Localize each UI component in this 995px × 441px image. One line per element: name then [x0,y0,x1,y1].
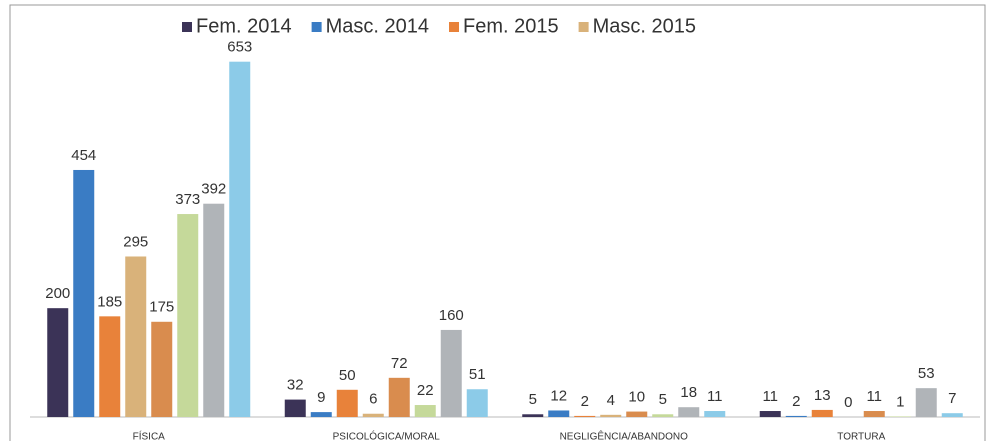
data-label: 1 [896,393,904,410]
bar [863,411,885,417]
data-label: 6 [369,391,377,408]
legend-swatch [578,22,589,32]
bar [785,415,807,417]
data-label: 653 [227,39,252,56]
legend-label: Fem. 2014 [196,15,292,37]
data-label: 50 [339,367,356,384]
data-label: 200 [45,285,70,302]
legend-label: Masc. 2014 [326,15,429,37]
bar [362,413,384,417]
legend-swatch [182,22,192,32]
data-label: 9 [317,389,325,406]
bar [99,316,121,417]
data-label: 13 [814,387,831,404]
bar [440,329,462,417]
bar [73,169,95,417]
data-label: 11 [866,388,882,405]
data-label: 392 [201,181,226,198]
bar [414,405,436,417]
x-tick-label: FÍSICA [133,430,166,441]
data-label: 185 [97,293,122,310]
data-label: 32 [287,377,304,394]
bar [284,399,306,417]
data-label: 2 [792,393,800,410]
data-label: 10 [628,389,645,406]
bar [915,388,937,417]
legend-label: Fem. 2015 [463,15,559,37]
data-label: 7 [948,390,956,407]
data-label: 22 [417,382,434,399]
data-label: 12 [550,387,567,404]
data-label: 72 [391,355,408,372]
bar [759,411,781,417]
data-label: 5 [529,391,537,408]
bar [574,415,596,417]
bar [177,214,199,417]
legend-swatch [449,22,459,32]
bar [811,409,833,417]
data-label: 4 [607,392,615,409]
data-label: 175 [149,299,174,316]
bar [600,414,622,417]
data-label: 0 [844,394,852,411]
bar [548,410,570,417]
bar [626,411,648,417]
data-label: 11 [707,388,723,405]
x-tick-label: TORTURA [837,432,885,441]
chart-frame [9,4,986,441]
legend-label: Masc. 2015 [593,15,696,37]
bar [466,389,488,417]
data-label: 160 [439,307,464,324]
data-label: 5 [659,391,667,408]
bar [522,414,544,417]
bar [388,377,410,417]
x-tick-label: PSICOLÓGICA/MORAL [333,430,441,441]
data-label: 2 [581,393,589,410]
bar [336,389,358,417]
bar [151,321,173,417]
bar [652,414,674,417]
data-label: 11 [762,388,778,405]
data-label: 18 [680,384,697,401]
bar [229,61,251,418]
data-label: 295 [123,233,148,250]
data-label: 53 [918,365,935,382]
data-label: 454 [71,147,96,164]
bar [889,416,911,417]
x-tick-label: NEGLIGÊNCIA/ABANDONO [560,430,689,441]
data-label: 51 [469,366,486,383]
bar [125,256,147,417]
legend-swatch [311,22,322,32]
bar [203,203,225,417]
bar [941,413,963,417]
bar [47,308,69,417]
bar [704,411,726,417]
data-label: 373 [175,191,200,208]
bar [310,412,332,417]
bar [678,407,700,417]
